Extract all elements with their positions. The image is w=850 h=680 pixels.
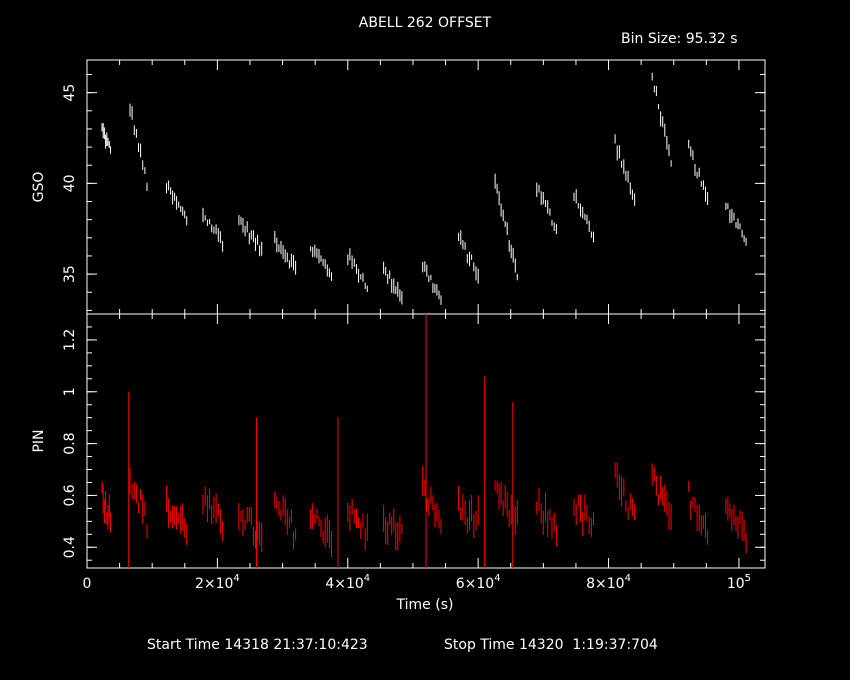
data-segment — [347, 498, 368, 550]
data-segment — [536, 487, 557, 547]
error-bars — [614, 462, 636, 521]
y-tick-label: 0.4 — [62, 536, 78, 558]
error-bars — [422, 466, 442, 535]
data-segment — [573, 189, 594, 243]
y-tick-label: 40 — [62, 174, 78, 192]
y-tick-label: 45 — [62, 84, 78, 102]
error-bars — [536, 182, 557, 234]
error-bars — [688, 481, 709, 545]
x-tick-label: 105 — [727, 573, 751, 592]
error-bars — [725, 202, 747, 246]
error-bars — [202, 486, 224, 542]
data-segment — [310, 503, 332, 557]
data-segment — [101, 123, 111, 154]
error-bars — [536, 487, 557, 547]
error-bars — [383, 504, 403, 551]
data-segment — [129, 103, 148, 191]
data-segment — [166, 180, 188, 226]
error-bars — [238, 503, 263, 552]
chart-title: ABELL 262 OFFSET — [358, 15, 492, 31]
data-segment — [274, 491, 297, 550]
error-bars — [573, 494, 594, 537]
y-tick-label: 0.8 — [62, 432, 78, 454]
error-bars — [494, 173, 518, 281]
error-bars — [101, 123, 111, 154]
x-tick-label: 2×104 — [195, 573, 240, 592]
stop-time: Stop Time 14320 1:19:37:704 — [444, 637, 658, 653]
data-segment — [458, 486, 479, 538]
error-bars — [573, 189, 594, 243]
data-segment — [725, 202, 747, 246]
error-bars — [494, 480, 518, 535]
data-segment — [651, 72, 672, 167]
y-axis-label: GSO — [31, 172, 47, 203]
x-axis-label: Time (s) — [396, 597, 454, 613]
error-bars — [458, 486, 479, 538]
data-segment — [422, 466, 442, 535]
data-segment — [536, 182, 557, 234]
error-bars — [614, 134, 636, 206]
y-tick-label: 35 — [62, 265, 78, 283]
y-tick-label: 1.2 — [62, 329, 78, 351]
data-segment — [688, 139, 709, 206]
data-segment — [347, 248, 368, 292]
error-bars — [725, 496, 747, 554]
error-bars — [129, 467, 148, 539]
error-bars — [347, 498, 368, 550]
x-tick-label: 4×104 — [325, 573, 370, 592]
error-bars — [274, 491, 297, 550]
data-segment — [238, 215, 263, 257]
error-bars — [458, 230, 479, 284]
data-segment — [129, 467, 148, 539]
error-bars — [310, 503, 332, 557]
error-bars — [166, 180, 188, 226]
error-bars — [310, 244, 332, 281]
y-tick-label: 1 — [62, 387, 78, 396]
data-segment — [383, 504, 403, 551]
data-segment — [614, 462, 636, 521]
panel-frame — [86, 59, 766, 315]
x-tick-label: 6×104 — [456, 573, 501, 592]
y-tick-label: 0.6 — [62, 484, 78, 506]
data-segment — [383, 261, 403, 305]
bin-size-label: Bin Size: 95.32 s — [621, 31, 738, 47]
error-bars — [129, 103, 148, 191]
data-segment — [101, 481, 111, 533]
data-segment — [494, 480, 518, 535]
error-bars — [274, 231, 297, 275]
data-segment — [725, 496, 747, 554]
data-segment — [166, 485, 188, 546]
y-axis-label: PIN — [31, 429, 47, 452]
error-bars — [347, 248, 368, 292]
error-bars — [651, 463, 672, 531]
data-segment — [573, 494, 594, 537]
start-time: Start Time 14318 21:37:10:423 — [147, 637, 368, 653]
panel-gso: GSO 35 40 45 — [31, 59, 766, 315]
data-segment — [274, 231, 297, 275]
panel-pin: PIN 0.4 0.6 0.8 1 1.2 — [31, 313, 766, 569]
error-bars — [383, 261, 403, 305]
data-segment — [688, 481, 709, 545]
data-segment — [614, 134, 636, 206]
x-tick-label: 8×104 — [586, 573, 631, 592]
data-segment — [458, 230, 479, 284]
error-bars — [238, 215, 263, 257]
data-segment — [202, 207, 224, 252]
data-segment — [422, 261, 442, 305]
error-bars — [651, 72, 672, 167]
data-segment — [651, 463, 672, 531]
data-segment — [238, 503, 263, 552]
error-bars — [166, 485, 188, 546]
data-segment — [310, 244, 332, 281]
data-segment — [494, 173, 518, 281]
x-tick-label: 0 — [83, 576, 92, 592]
error-bars — [202, 207, 224, 252]
error-bars — [422, 261, 442, 305]
data-segment — [202, 486, 224, 542]
error-bars — [688, 139, 709, 206]
error-bars — [101, 481, 111, 533]
